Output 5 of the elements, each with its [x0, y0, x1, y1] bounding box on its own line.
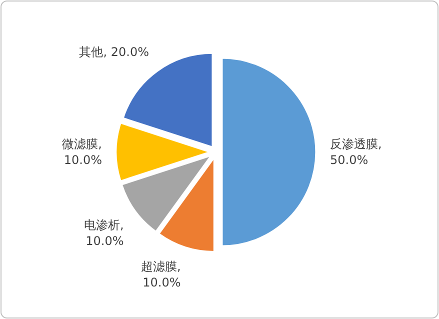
slice-label: 电渗析, 10.0%	[84, 218, 124, 248]
slice-label: 微滤膜, 10.0%	[62, 137, 102, 167]
slice-label: 反渗透膜, 50.0%	[330, 137, 382, 167]
slice-label: 超滤膜, 10.0%	[140, 259, 181, 290]
slice-label: 其他, 20.0%	[79, 44, 149, 59]
